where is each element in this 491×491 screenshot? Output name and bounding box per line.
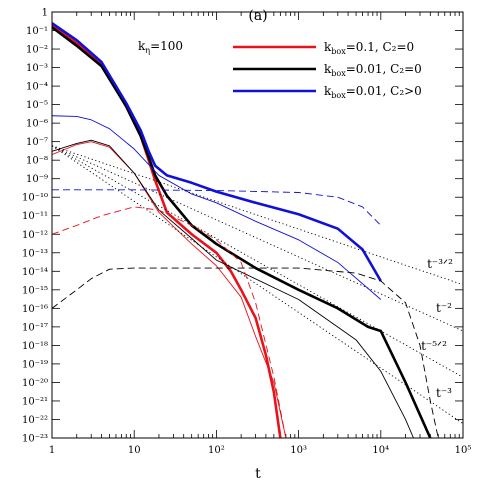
y-tick-label: 10⁻²² bbox=[22, 415, 48, 426]
y-tick-label: 10⁻¹⁸ bbox=[22, 341, 48, 352]
y-tick-label: 10⁻¹ bbox=[26, 26, 48, 37]
power-law-label: t⁻³ᐟ² bbox=[427, 257, 453, 271]
series-line-4 bbox=[52, 141, 287, 438]
k-eta-main: k bbox=[138, 39, 146, 53]
y-tick-label: 10⁻⁸ bbox=[26, 156, 48, 167]
k-eta-annotation: kη=100 bbox=[138, 39, 183, 55]
legend-label: kbox=0.1, C₂=0 bbox=[324, 40, 414, 56]
x-tick-label: 10⁵ bbox=[455, 445, 472, 456]
series-line-9 bbox=[52, 189, 382, 226]
series-line-1 bbox=[52, 23, 282, 438]
series-line-11 bbox=[52, 145, 463, 332]
y-tick-label: 10⁻¹³ bbox=[22, 248, 48, 259]
chart-title: (a) bbox=[248, 8, 267, 24]
x-axis-label: t bbox=[255, 466, 261, 482]
x-tick-label: 10³ bbox=[290, 445, 307, 456]
series-line-3 bbox=[52, 22, 382, 282]
y-tick-label: 10⁻⁵ bbox=[26, 100, 48, 111]
y-tick-label: 10⁻¹⁶ bbox=[22, 304, 48, 315]
y-tick-label: 10⁻¹² bbox=[22, 230, 48, 241]
x-tick-labels: 1 10 10² 10³ 10⁴ 10⁵ bbox=[49, 445, 472, 456]
series-layer bbox=[52, 22, 463, 438]
power-law-label: t⁻³ bbox=[436, 386, 452, 400]
k-eta-value: =100 bbox=[150, 39, 183, 53]
series-line-12 bbox=[52, 145, 463, 378]
x-tick-label: 10 bbox=[128, 445, 141, 456]
power-law-label: t⁻⁵ᐟ² bbox=[421, 339, 447, 353]
series-line-8 bbox=[52, 267, 439, 438]
series-line-10 bbox=[52, 145, 463, 286]
y-tick-label: 10⁻³ bbox=[26, 63, 48, 74]
y-tick-label: 10⁻⁷ bbox=[26, 137, 48, 148]
x-tick-label: 10⁴ bbox=[372, 445, 389, 456]
y-tick-label: 10⁻²³ bbox=[22, 434, 48, 445]
x-tick-label: 10² bbox=[208, 445, 225, 456]
y-tick-label: 10⁻¹¹ bbox=[22, 211, 48, 222]
y-tick-label: 10⁻¹⁵ bbox=[22, 285, 48, 296]
plot-frame bbox=[51, 11, 464, 439]
k-eta-sub: η bbox=[145, 46, 150, 55]
y-tick-labels: 1 10⁻¹ 10⁻² 10⁻³ 10⁻⁴ 10⁻⁵ 10⁻⁶ 10⁻⁷ 10⁻⁸ 10⁻⁹ 10⁻… bbox=[22, 8, 48, 445]
series-line-13 bbox=[52, 145, 463, 424]
power-law-label: t⁻² bbox=[436, 301, 452, 315]
legend-label: kbox=0.01, C₂=0 bbox=[324, 62, 422, 78]
y-tick-label: 10⁻²¹ bbox=[22, 396, 48, 407]
series-line-6 bbox=[52, 115, 382, 300]
y-tick-label: 10⁻⁹ bbox=[26, 174, 48, 185]
y-tick-label: 10⁻⁶ bbox=[26, 119, 48, 130]
series-line-7 bbox=[52, 206, 287, 438]
y-tick-label: 10⁻¹⁴ bbox=[22, 267, 48, 278]
y-tick-label: 10⁻⁴ bbox=[26, 82, 48, 93]
legend-label: kbox=0.01, C₂>0 bbox=[324, 84, 422, 100]
y-tick-label: 10⁻¹⁷ bbox=[22, 322, 48, 333]
legend: kbox=0.1, C₂=0 kbox=0.01, C₂=0 kbox=0.01, … bbox=[233, 40, 422, 100]
y-tick-label: 1 bbox=[42, 8, 48, 19]
y-tick-label: 10⁻¹⁹ bbox=[22, 359, 48, 370]
y-tick-label: 10⁻² bbox=[26, 45, 48, 56]
y-tick-label: 10⁻²⁰ bbox=[22, 378, 48, 389]
x-tick-label: 1 bbox=[49, 445, 55, 456]
series-line-5 bbox=[52, 139, 414, 438]
y-tick-label: 10⁻¹⁰ bbox=[22, 193, 48, 204]
power-law-labels: t⁻³ᐟ² t⁻² t⁻⁵ᐟ² t⁻³ bbox=[421, 257, 453, 400]
